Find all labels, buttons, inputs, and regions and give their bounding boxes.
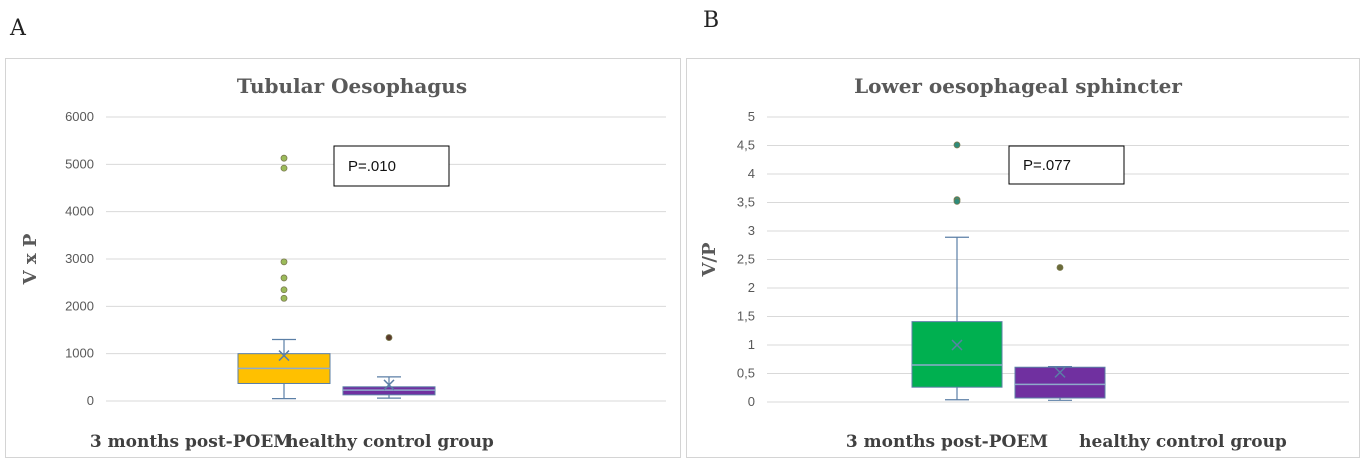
y-tick-label: 1000 [65,346,94,361]
p-value-label: P=.010 [348,158,396,175]
outlier-point [280,154,288,162]
panel-label-a: A [10,16,26,41]
y-tick-label: 0 [748,394,755,409]
chart-tubular-oesophagus: 0 1000 2000 3000 4000 5000 6000 Tubular Oesopha… [5,58,681,458]
y-tick-label: 4 [748,166,755,181]
outlier-point [280,274,288,282]
y-axis-label: V x P [20,233,41,285]
y-tick-label: 2000 [65,298,94,313]
mean-marker [951,339,963,351]
p-value-box [333,145,450,187]
y-tick-label: 1 [748,337,755,352]
category-label: healthy control group [286,432,494,452]
chart-lower-oesophageal-sphincter: 0 0,5 1 1,5 2 2,5 3 3,5 4 4,5 5 Lower oesophageal s… [686,58,1360,458]
outlier-point [280,286,288,294]
y-tick-label: 3000 [65,251,94,266]
y-tick-label: 3,5 [737,195,755,210]
category-label: 3 months post-POEM [846,432,1048,452]
panel-label-b: B [703,8,720,33]
mean-marker [278,350,290,362]
chart-a-svg: 0 1000 2000 3000 4000 5000 6000 Tubular Oesopha… [20,74,666,452]
y-tick-label: 4000 [65,204,94,219]
p-value-label: P=.077 [1023,157,1071,174]
y-tick-label: 0,5 [737,366,755,381]
y-tick-label: 2 [748,280,755,295]
category-label: 3 months post-POEM [90,432,292,452]
chart-title: Tubular Oesophagus [237,74,467,98]
outlier-point [385,334,393,341]
outlier-point [1056,264,1064,271]
category-label: healthy control group [1079,432,1287,452]
outlier-point [280,164,288,172]
outlier-point [953,197,961,205]
y-tick-label: 3 [748,223,755,238]
y-tick-label: 0 [87,393,94,408]
mean-marker [383,379,395,391]
mean-marker [1054,366,1066,378]
box-iqr [911,321,1003,388]
chart-b-svg: 0 0,5 1 1,5 2 2,5 3 3,5 4 4,5 5 Lower oesophageal s… [699,74,1349,452]
p-value-box [1008,145,1125,185]
y-tick-label: 6000 [65,109,94,124]
outlier-point [280,258,288,266]
y-tick-label: 1,5 [737,309,755,324]
y-tick-label: 2,5 [737,252,755,267]
outlier-point [953,141,961,149]
outlier-point [280,294,288,302]
chart-title: Lower oesophageal sphincter [854,74,1182,98]
y-tick-label: 5000 [65,156,94,171]
y-tick-label: 4,5 [737,138,755,153]
y-tick-label: 5 [748,109,755,124]
y-axis-label: V/P [699,242,720,278]
